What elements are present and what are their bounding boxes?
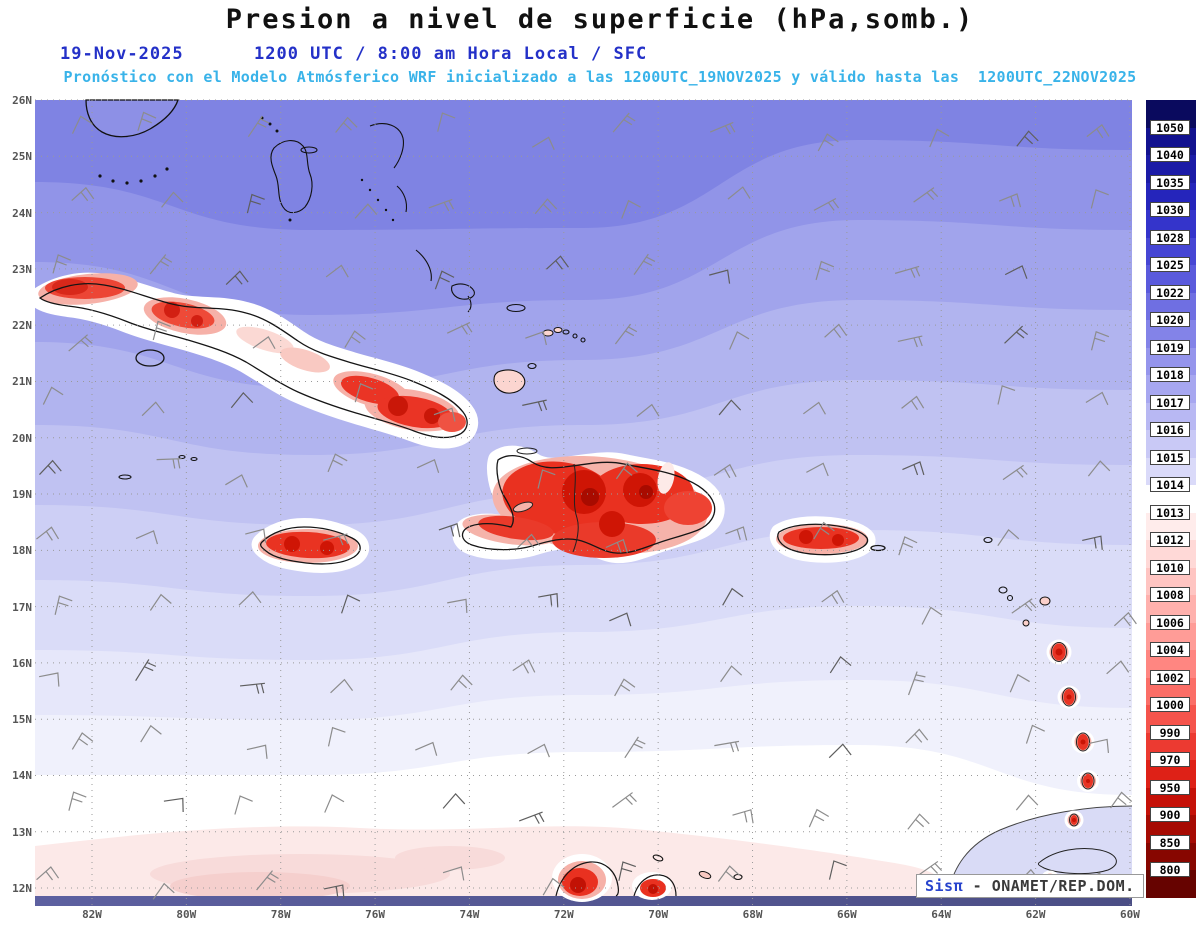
colorbar-value: 1017	[1150, 394, 1190, 410]
watermark-text: - ONAMET/REP.DOM.	[963, 877, 1135, 895]
lat-label: 23N	[12, 262, 32, 276]
lat-label: 14N	[12, 769, 32, 783]
colorbar-value: 1030	[1150, 202, 1190, 217]
colorbar-value: 1050	[1150, 119, 1190, 135]
colorbar-value: 1018	[1150, 367, 1190, 382]
pressure-colorbar: 1050 1040 1035 1030 1028 1025 1022 1020 1019 1018…	[1146, 100, 1196, 898]
lon-label: 78W	[270, 908, 291, 921]
date-label: 19-Nov-2025	[60, 44, 184, 64]
forecast-label: Pronóstico con el Modelo Atmósferico WRF…	[63, 68, 1137, 86]
colorbar-value: 950	[1150, 779, 1190, 795]
colorbar-value: 1035	[1150, 174, 1190, 190]
colorbar-value: 1019	[1150, 339, 1190, 355]
colorbar-value: 800	[1150, 862, 1190, 877]
lon-label: 66W	[836, 908, 857, 921]
page-title: Presion a nivel de superficie (hPa,somb.…	[225, 4, 975, 35]
lat-label: 26N	[12, 94, 32, 107]
colorbar-value: 1016	[1150, 422, 1190, 437]
lat-label: 24N	[12, 206, 32, 220]
lon-label: 82W	[82, 908, 102, 921]
lon-label: 72W	[553, 908, 574, 921]
lat-label: 17N	[12, 600, 32, 614]
lat-label: 16N	[12, 656, 32, 670]
colorbar-value: 1028	[1150, 229, 1190, 245]
watermark-brand: Sisπ	[925, 877, 964, 895]
lat-label: 22N	[12, 319, 32, 333]
colorbar-value: 1013	[1150, 504, 1190, 520]
colorbar-value: 1002	[1150, 669, 1190, 685]
colorbar-value: 1010	[1150, 559, 1190, 575]
datetime-line: 19-Nov-2025 1200 UTC / 8:00 am Hora Loca…	[0, 44, 1200, 66]
lat-label: 21N	[12, 375, 32, 389]
lon-label: 62W	[1025, 908, 1046, 921]
lon-label: 60W	[1120, 908, 1140, 921]
colorbar-value: 1015	[1150, 449, 1190, 465]
colorbar-value: 1004	[1150, 642, 1190, 657]
colorbar-value: 970	[1150, 752, 1190, 767]
watermark-badge: Sisπ - ONAMET/REP.DOM.	[916, 874, 1144, 898]
lon-label: 64W	[931, 908, 952, 921]
colorbar-value: 990	[1150, 724, 1190, 740]
lon-label: 70W	[648, 908, 669, 921]
lat-label: 13N	[12, 825, 32, 839]
lon-label: 74W	[459, 908, 480, 921]
colorbar-value: 1014	[1150, 477, 1190, 492]
colorbar-value: 1022	[1150, 284, 1190, 300]
lon-label: 76W	[365, 908, 386, 921]
colorbar-value: 1008	[1150, 587, 1190, 602]
lat-label: 18N	[12, 544, 32, 558]
colorbar-value: 1006	[1150, 614, 1190, 630]
colorbar-value: 1040	[1150, 147, 1190, 162]
lat-label: 19N	[12, 488, 32, 502]
lon-label: 80W	[176, 908, 197, 921]
colorbar-value: 900	[1150, 807, 1190, 822]
lat-label: 20N	[12, 431, 32, 445]
lon-label: 68W	[742, 908, 763, 921]
lat-label: 25N	[12, 150, 32, 164]
colorbar-value: 1020	[1150, 312, 1190, 327]
time-label: 1200 UTC / 8:00 am Hora Local / SFC	[254, 44, 648, 64]
lat-label: 12N	[12, 882, 32, 896]
colorbar-value: 1025	[1150, 257, 1190, 272]
lat-label: 15N	[12, 713, 32, 727]
colorbar-value: 1012	[1150, 532, 1190, 547]
colorbar-value: 1000	[1150, 697, 1190, 712]
colorbar-value: 850	[1150, 834, 1190, 850]
